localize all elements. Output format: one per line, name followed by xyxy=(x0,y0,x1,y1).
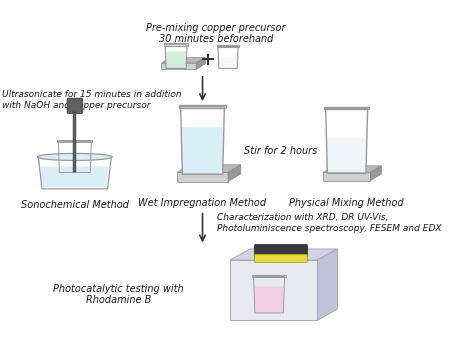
Text: Sonochemical Method: Sonochemical Method xyxy=(21,200,129,210)
Polygon shape xyxy=(162,57,205,63)
Text: Photocatalytic testing with
Rhodamine B: Photocatalytic testing with Rhodamine B xyxy=(53,284,184,306)
Bar xyxy=(252,275,286,277)
Bar xyxy=(164,43,188,46)
Bar xyxy=(324,107,369,109)
Polygon shape xyxy=(177,165,241,172)
Bar xyxy=(57,140,92,142)
FancyBboxPatch shape xyxy=(255,254,308,262)
Polygon shape xyxy=(327,138,366,172)
Polygon shape xyxy=(41,166,109,187)
Polygon shape xyxy=(182,127,223,173)
Polygon shape xyxy=(323,172,370,181)
Polygon shape xyxy=(370,166,381,181)
Polygon shape xyxy=(166,51,186,68)
Text: Pre-mixing copper precursor
30 minutes beforehand: Pre-mixing copper precursor 30 minutes b… xyxy=(146,23,286,45)
Polygon shape xyxy=(177,172,228,182)
Polygon shape xyxy=(323,166,381,172)
Bar xyxy=(179,105,226,108)
Polygon shape xyxy=(255,287,283,312)
Text: Wet Impregnation Method: Wet Impregnation Method xyxy=(138,198,266,208)
Bar xyxy=(73,112,76,172)
FancyBboxPatch shape xyxy=(255,245,308,257)
Polygon shape xyxy=(228,165,241,182)
Polygon shape xyxy=(219,57,237,68)
Text: Ultrasonicate for 15 minutes in addition
with NaOH and copper precursor: Ultrasonicate for 15 minutes in addition… xyxy=(2,90,182,110)
Bar xyxy=(217,45,239,47)
Ellipse shape xyxy=(37,153,112,160)
Text: Physical Mixing Method: Physical Mixing Method xyxy=(289,198,404,208)
Polygon shape xyxy=(230,249,337,260)
Polygon shape xyxy=(162,63,196,69)
FancyBboxPatch shape xyxy=(67,98,82,114)
Polygon shape xyxy=(318,249,337,320)
Polygon shape xyxy=(196,57,205,69)
Text: Stir for 2 hours: Stir for 2 hours xyxy=(245,145,318,155)
Text: Characterization with XRD, DR UV-Vis,
Photoluminiscence spectroscopy, FESEM and : Characterization with XRD, DR UV-Vis, Ph… xyxy=(217,213,442,233)
Polygon shape xyxy=(230,260,318,320)
